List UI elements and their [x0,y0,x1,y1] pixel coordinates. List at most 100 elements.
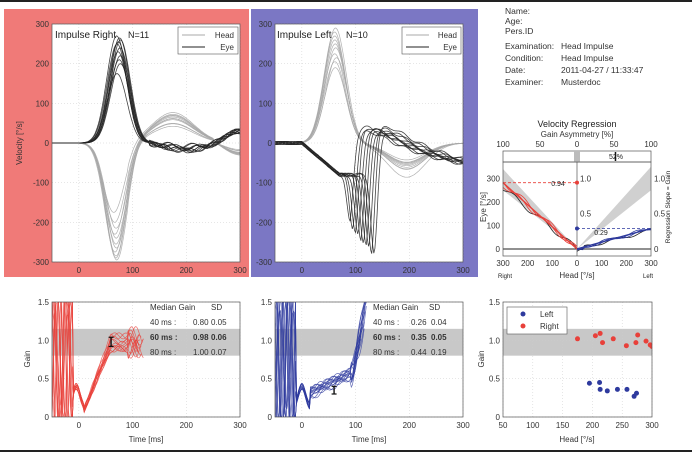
gain-trace [275,309,362,409]
traces [52,302,144,417]
scatter-point-right [635,332,641,338]
normal-range-band [52,328,240,356]
plot-frame [502,161,652,257]
info-value: Head Impulse [561,53,614,63]
velocity-axis-label: Velocity [°/s] [15,121,24,165]
y-tick-label: -200 [33,218,50,227]
y-tick-label: -300 [33,258,50,267]
gain-tick-label: 0.5 [654,210,666,219]
gain-trace [52,302,141,417]
table-time: 80 ms : [373,348,399,357]
x-tick-label: 100 [126,266,140,275]
gain-trace [52,302,143,417]
gain-trace [275,302,362,417]
head-axis-label: Head [°/s] [559,435,594,444]
y-tick-label: 1.5 [489,298,501,307]
eye-trace [52,35,240,153]
x-tick-label: 200 [403,421,417,430]
regression-ylabel: Eye [°/s] [479,192,488,222]
scatter-point-right [633,340,639,346]
right-gain-marker [575,180,579,185]
table-header-median-gain: Median Gain [150,303,195,312]
plot-frame [51,301,241,418]
plot-frame [274,23,464,263]
scatter-point-left [597,380,603,385]
table-gain: 0.26 [411,318,427,327]
legend-head: Head [438,31,457,40]
left-gain-marker [575,226,579,231]
traces [275,27,463,254]
info-label: Pers.ID [505,26,533,36]
x-tick-label: 0 [77,266,82,275]
inner-gain-tick-label: 0.5 [580,210,592,219]
legend-head: Head [215,31,234,40]
scatter-point-right [575,336,580,342]
table-time: 40 ms : [150,318,176,327]
inner-gain-tick-label: 1.0 [580,174,592,183]
y-tick-label: 0.5 [489,375,501,384]
eye-trace [275,132,463,254]
x-tick-label: 100 [595,259,609,268]
table-sd: 0.04 [431,318,447,327]
scatter-point-right [623,343,629,349]
x-tick-label: 150 [556,421,570,430]
head-trace [52,113,240,261]
table-time: 60 ms : [150,333,178,342]
x-tick-label: 100 [349,266,363,275]
y-tick-label: 0 [496,413,501,422]
x-tick-label: 100 [526,421,540,430]
x-tick-label: 300 [233,266,247,275]
info-label: Age: [505,16,523,26]
y-tick-label: -300 [256,258,273,267]
time-axis-label: Time [ms] [129,435,164,444]
x-tick-label: 300 [233,421,247,430]
eye-trace [275,127,463,247]
gain-tick-label: 1.0 [654,174,666,183]
x-tick-label: 100 [126,421,140,430]
table-time: 40 ms : [373,318,399,327]
x-tick-label: 200 [586,421,600,430]
x-tick-label: 200 [180,421,194,430]
gain-trace [275,302,365,417]
table-time: 80 ms : [150,348,176,357]
legend-right-marker [520,323,526,329]
gain-axis-label: Gain [23,351,32,368]
impulse-right-title: Impulse Right [55,30,116,41]
legend-box [506,306,568,335]
scatter-point-left [634,390,640,396]
info-value: Head Impulse [561,41,614,51]
x-tick-label: 300 [644,259,658,268]
right-regression-line [502,182,578,250]
scatter-point-right [597,330,603,336]
gain-trace [275,302,365,417]
regression-y2label: Regression Slope = Gain [665,170,672,243]
regression-title: Velocity Regression [537,119,616,129]
table-gain: 1.00 [193,348,209,357]
impulse-left-legend: Head Eye [401,26,462,55]
table-gain: 0.80 [193,318,209,327]
x-tick-label: 300 [456,421,470,430]
y-tick-label: 0 [496,245,501,254]
legend-box [177,26,239,55]
y-tick-label: 200 [487,198,501,207]
left-normal-wedge [577,166,651,249]
gain-left-table: Median Gain SD 40 ms : 0.26 0.04 60 ms :… [373,303,447,357]
x-tick-label: 300 [456,266,470,275]
y-tick-label: 0 [268,139,273,148]
legend-box [401,26,462,55]
y-tick-label: -100 [33,179,50,188]
x-tick-label: 200 [180,266,194,275]
x-tick-label: 200 [403,266,417,275]
table-gain: 0.35 [411,333,427,342]
scatter-point-left [597,386,603,392]
table-sd: 0.05 [431,333,447,342]
table-sd: 0.06 [211,333,227,342]
plot-frame [274,301,464,418]
impulse-left-count: N=10 [346,30,368,40]
x-tick-label: 0 [300,421,305,430]
top-tick-label: 100 [496,140,510,149]
right-gain-value: 0.94 [551,181,565,188]
x-tick-label: 50 [499,421,508,430]
